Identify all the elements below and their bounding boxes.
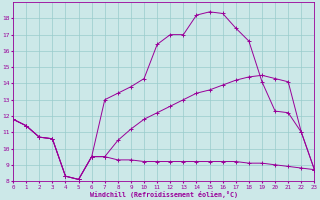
X-axis label: Windchill (Refroidissement éolien,°C): Windchill (Refroidissement éolien,°C) (90, 191, 238, 198)
